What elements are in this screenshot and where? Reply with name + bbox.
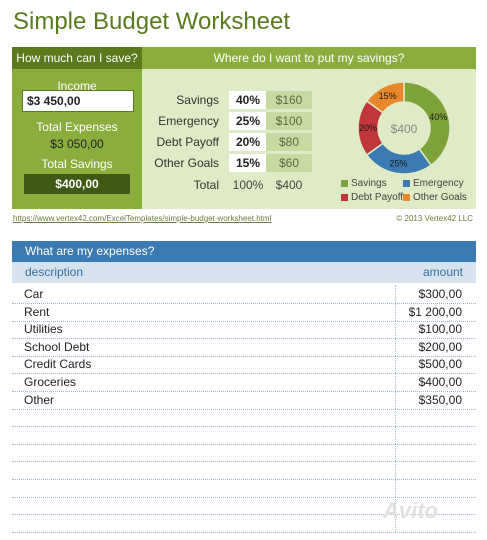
- expense-amount[interactable]: $350,00: [418, 392, 462, 407]
- donut-slice-savings: [403, 81, 451, 167]
- description-column-label: description: [25, 265, 84, 279]
- allocation-percent[interactable]: 25%: [229, 112, 267, 130]
- expense-row[interactable]: Other $350,00: [12, 390, 476, 410]
- expense-row[interactable]: [12, 513, 476, 533]
- left-header: How much can I save?: [12, 47, 142, 69]
- expense-amount[interactable]: $200,00: [418, 339, 462, 354]
- column-divider: [395, 478, 396, 497]
- column-divider: [395, 408, 396, 427]
- legend-item-emergency: Emergency: [403, 178, 464, 189]
- expense-amount[interactable]: $500,00: [418, 357, 462, 372]
- expense-amount[interactable]: $1 200,00: [408, 304, 462, 319]
- expense-row[interactable]: [12, 425, 476, 445]
- expenses-column-header: description amount: [12, 262, 476, 283]
- column-divider: [395, 373, 396, 391]
- total-percent: 100%: [232, 178, 264, 192]
- expense-row[interactable]: [12, 408, 476, 428]
- expense-amount[interactable]: $300,00: [418, 287, 462, 301]
- expense-row[interactable]: Utilities $100,00: [12, 320, 476, 340]
- column-divider: [395, 513, 396, 532]
- donut-data-label: 25%: [389, 159, 407, 169]
- column-divider: [395, 337, 396, 356]
- legend-item-debt-payoff: Debt Payoff: [341, 192, 403, 203]
- column-divider: [395, 390, 396, 409]
- column-divider: [395, 443, 396, 462]
- allocation-label: Other Goals: [154, 156, 219, 170]
- expense-row[interactable]: [12, 461, 476, 480]
- legend-label: Debt Payoff: [351, 192, 404, 203]
- donut-data-label: 15%: [379, 91, 397, 101]
- legend-swatch: [403, 179, 410, 187]
- expense-description[interactable]: School Debt: [24, 339, 90, 354]
- allocation-label: Savings: [176, 93, 219, 107]
- page-title: Simple Budget Worksheet: [13, 8, 291, 35]
- expense-row[interactable]: Car $300,00: [12, 285, 476, 304]
- total-savings-value: $400,00: [24, 174, 130, 194]
- expenses-header: What are my expenses?: [12, 241, 476, 262]
- expense-amount[interactable]: $100,00: [418, 322, 462, 337]
- donut-slice-other-goals: [365, 81, 405, 114]
- column-divider: [395, 302, 396, 321]
- expense-row[interactable]: Groceries $400,00: [12, 373, 476, 392]
- column-divider: [395, 496, 396, 515]
- column-divider: [395, 285, 396, 303]
- column-divider: [395, 320, 396, 339]
- allocation-label: Emergency: [158, 114, 219, 128]
- legend-swatch: [341, 179, 348, 187]
- total-label: Total: [193, 178, 219, 192]
- savings-donut-chart: 40% 25% 20% 15% $400: [357, 81, 451, 175]
- expense-description[interactable]: Other: [24, 392, 55, 407]
- expense-description[interactable]: Utilities: [24, 322, 63, 337]
- expense-row[interactable]: [12, 478, 476, 498]
- right-header: Where do I want to put my savings?: [142, 47, 476, 69]
- legend-label: Other Goals: [413, 192, 467, 203]
- copyright-text: © 2013 Vertex42 LLC: [396, 214, 473, 223]
- legend-label: Emergency: [413, 178, 464, 189]
- expense-row[interactable]: [12, 496, 476, 516]
- amount-column-label: amount: [422, 265, 463, 279]
- column-divider: [395, 461, 396, 479]
- allocation-percent[interactable]: 40%: [229, 91, 267, 109]
- allocation-amount: $60: [266, 154, 312, 172]
- column-divider: [395, 355, 396, 374]
- expense-description[interactable]: Rent: [24, 304, 50, 319]
- legend-swatch: [403, 193, 410, 201]
- expenses-header-label: What are my expenses?: [25, 244, 155, 258]
- total-expenses-value: $3 050,00: [50, 137, 104, 151]
- income-label: Income: [57, 79, 97, 93]
- savings-panel: How much can I save? Where do I want to …: [12, 47, 476, 209]
- allocation-label: Debt Payoff: [156, 135, 219, 149]
- watermark-logo: Avito: [383, 498, 438, 523]
- expense-row[interactable]: Rent $1 200,00: [12, 302, 476, 322]
- allocation-amount: $160: [266, 91, 312, 109]
- expense-row[interactable]: School Debt $200,00: [12, 337, 476, 357]
- expense-amount[interactable]: $400,00: [418, 375, 462, 389]
- column-divider: [395, 425, 396, 444]
- donut-data-label: 20%: [359, 123, 377, 133]
- allocation-percent[interactable]: 20%: [229, 133, 267, 151]
- allocation-percent[interactable]: 15%: [229, 154, 267, 172]
- donut-center-label: $400: [391, 122, 418, 136]
- income-input[interactable]: $3 450,00: [22, 90, 134, 112]
- allocation-amount: $80: [266, 133, 312, 151]
- expense-row[interactable]: [12, 443, 476, 463]
- template-link[interactable]: https://www.vertex42.com/ExcelTemplates/…: [13, 214, 272, 223]
- legend-item-savings: Savings: [341, 178, 387, 189]
- expense-description[interactable]: Car: [24, 287, 44, 301]
- expense-description[interactable]: Groceries: [24, 375, 77, 389]
- allocation-amount: $100: [266, 112, 312, 130]
- legend-swatch: [341, 193, 348, 201]
- total-savings-label: Total Savings: [41, 157, 113, 171]
- expense-description[interactable]: Credit Cards: [24, 357, 92, 372]
- legend-label: Savings: [351, 178, 387, 189]
- total-expenses-label: Total Expenses: [36, 120, 118, 134]
- donut-data-label: 40%: [429, 112, 447, 122]
- legend-item-other-goals: Other Goals: [403, 192, 467, 203]
- expense-row[interactable]: Credit Cards $500,00: [12, 355, 476, 375]
- total-amount: $400: [275, 178, 303, 192]
